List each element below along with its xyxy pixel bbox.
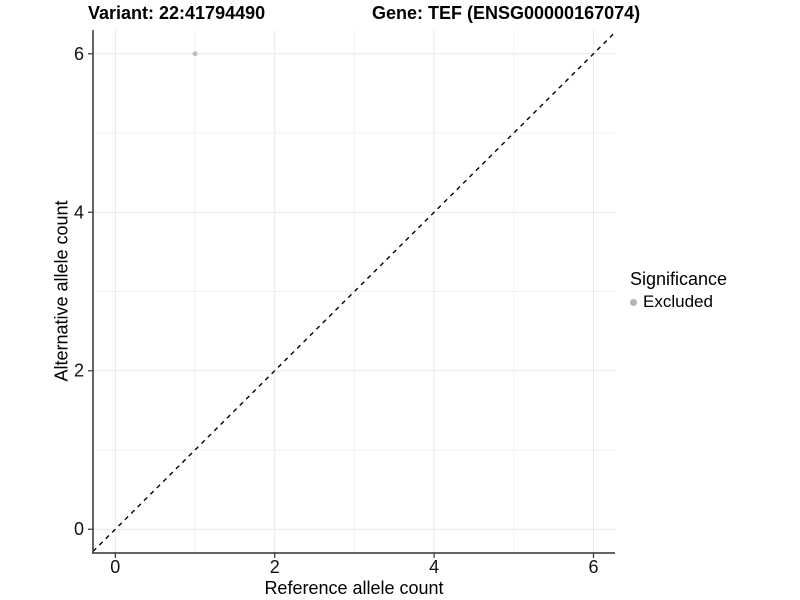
x-tick-label: 2 (270, 557, 280, 577)
identity-line (92, 31, 616, 552)
x-tick-label: 0 (110, 557, 120, 577)
y-tick-label: 4 (74, 202, 84, 222)
legend: Significance Excluded (630, 269, 727, 312)
gene-title: Gene: TEF (ENSG00000167074) (372, 3, 641, 23)
legend-item-excluded: Excluded (630, 292, 727, 312)
x-axis-title: Reference allele count (264, 578, 444, 598)
y-tick-label: 0 (74, 519, 84, 539)
y-tick-label: 6 (74, 44, 84, 64)
x-tick-label: 6 (588, 557, 598, 577)
variant-title: Variant: 22:41794490 (88, 3, 266, 23)
data-point (192, 51, 198, 57)
legend-dot-icon (630, 298, 637, 306)
y-axis-title: Alternative allele count (51, 200, 72, 382)
y-tick-label: 2 (74, 361, 84, 381)
legend-item-label: Excluded (643, 292, 713, 311)
x-tick-label: 4 (429, 557, 439, 577)
legend-title: Significance (630, 269, 728, 289)
